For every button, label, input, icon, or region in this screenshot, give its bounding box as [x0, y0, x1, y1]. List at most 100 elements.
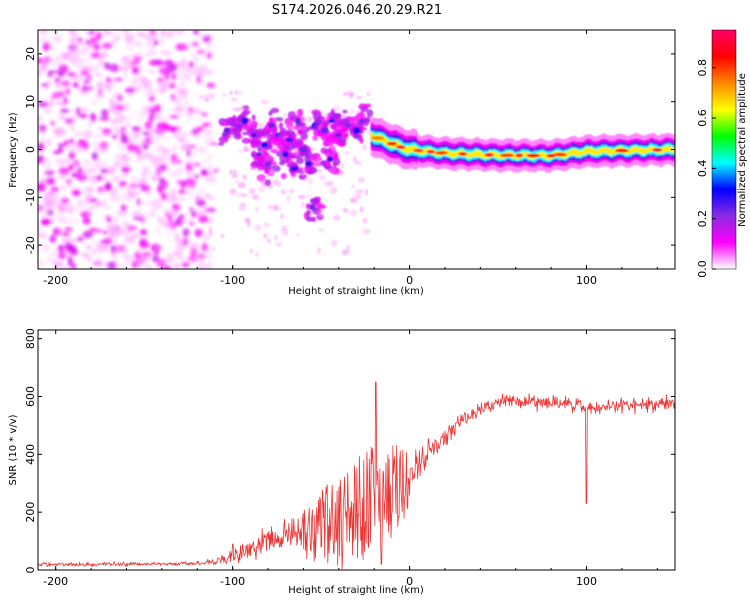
heatmap-cell — [93, 144, 100, 152]
heatmap-cell — [97, 186, 106, 192]
heatmap-cell — [320, 134, 328, 141]
colorbar-tick-label: 0.4 — [696, 160, 709, 178]
snr-frame — [37, 329, 676, 571]
heatmap-cell — [294, 138, 304, 147]
heatmap-cell — [73, 160, 80, 169]
heatmap-cell — [132, 67, 139, 74]
heatmap-cell — [237, 182, 246, 189]
heatmap-cell — [68, 163, 74, 171]
heatmap-cell — [243, 145, 249, 152]
heatmap-cell — [238, 149, 245, 154]
heatmap-cell — [128, 149, 136, 158]
heatmap-cell — [141, 153, 153, 158]
heatmap-cell — [207, 217, 214, 225]
heatmap-cell — [251, 114, 256, 121]
heatmap-cell — [312, 155, 322, 162]
heatmap-cell — [254, 224, 262, 232]
heatmap-cell — [148, 35, 156, 43]
heatmap-cell — [83, 79, 91, 84]
y-tick-label: 400 — [24, 444, 37, 465]
heatmap-cell — [70, 45, 79, 51]
colorbar: 0.0 0.2 0.4 0.6 0.8 Normalized spectral ampl… — [696, 29, 748, 278]
heatmap-cell — [168, 30, 173, 34]
heatmap-cell — [201, 112, 208, 117]
heatmap-cell — [307, 116, 313, 123]
heatmap-cell — [181, 261, 190, 268]
heatmap-cell — [162, 79, 173, 89]
heatmap-cell — [271, 138, 282, 146]
heatmap-cell — [65, 178, 73, 184]
heatmap-cell — [169, 63, 178, 72]
heatmap-cell — [263, 169, 269, 174]
heatmap-cell — [168, 189, 177, 194]
heatmap-cell — [115, 176, 123, 183]
heatmap-cell — [270, 107, 280, 114]
heatmap-cell — [196, 199, 206, 207]
heatmap-cell — [169, 114, 179, 119]
heatmap-cell — [149, 251, 159, 258]
heatmap-cell — [84, 30, 90, 35]
heatmap-cell — [104, 30, 113, 37]
heatmap-cell — [272, 117, 278, 122]
heatmap-cell — [317, 211, 325, 218]
heatmap-cell — [85, 84, 94, 91]
heatmap-cell — [62, 171, 69, 177]
heatmap-cell — [307, 178, 314, 185]
heatmap-cell — [241, 137, 251, 144]
heatmap-cell — [155, 227, 161, 235]
heatmap-cell — [149, 129, 157, 137]
heatmap-cell — [354, 116, 362, 122]
heatmap-cell — [109, 39, 116, 46]
heatmap-cell — [100, 41, 111, 50]
heatmap-cell — [89, 227, 98, 233]
heatmap-cell — [144, 121, 153, 130]
heatmap-cell — [341, 113, 347, 120]
heatmap-cell — [371, 136, 385, 140]
heatmap-cell — [121, 221, 131, 228]
heatmap-cell — [38, 248, 42, 253]
heatmap-cell — [187, 131, 198, 136]
heatmap-cell — [47, 70, 58, 74]
heatmap-cell — [153, 198, 164, 208]
heatmap-cell — [277, 133, 282, 139]
heatmap-cell — [102, 162, 107, 172]
y-tick-label: 600 — [24, 386, 37, 407]
heatmap-cell — [131, 126, 141, 132]
heatmap-cell — [288, 158, 293, 166]
heatmap-cell — [150, 177, 161, 181]
heatmap-cell — [290, 172, 297, 178]
heatmap-cell — [118, 144, 125, 152]
heatmap-cell — [309, 204, 316, 210]
colorbar-tick-label: 0.0 — [696, 260, 709, 278]
heatmap-cell — [59, 52, 70, 60]
heatmap-cell — [193, 67, 204, 77]
heatmap-cell — [68, 151, 76, 160]
heatmap-cell — [46, 79, 52, 86]
heatmap-cell — [40, 233, 47, 238]
heatmap-cell — [133, 252, 141, 259]
heatmap-cell — [110, 251, 115, 260]
heatmap-cell — [81, 251, 90, 259]
heatmap-cell — [107, 215, 112, 224]
heatmap-cell — [268, 205, 272, 210]
heatmap-cell — [352, 194, 357, 198]
heatmap-cell — [136, 157, 144, 163]
heatmap-cell — [144, 53, 150, 58]
heatmap-cell — [202, 159, 208, 165]
heatmap-cluster-layer — [204, 89, 374, 257]
spectrogram-ylabel: Frequency (Hz) — [8, 112, 19, 188]
heatmap-cell — [212, 169, 218, 174]
heatmap-cell — [326, 181, 334, 187]
heatmap-cell — [208, 128, 215, 136]
heatmap-cell — [113, 259, 118, 265]
heatmap-cell — [251, 153, 257, 158]
heatmap-cell — [256, 128, 265, 136]
heatmap-cell — [187, 106, 199, 115]
heatmap-cell — [356, 110, 360, 116]
heatmap-cell — [107, 166, 116, 171]
heatmap-cell — [344, 123, 351, 128]
heatmap-cell — [82, 217, 91, 225]
heatmap-cell — [113, 77, 124, 82]
heatmap-cell — [317, 169, 322, 173]
heatmap-cell — [318, 174, 327, 181]
